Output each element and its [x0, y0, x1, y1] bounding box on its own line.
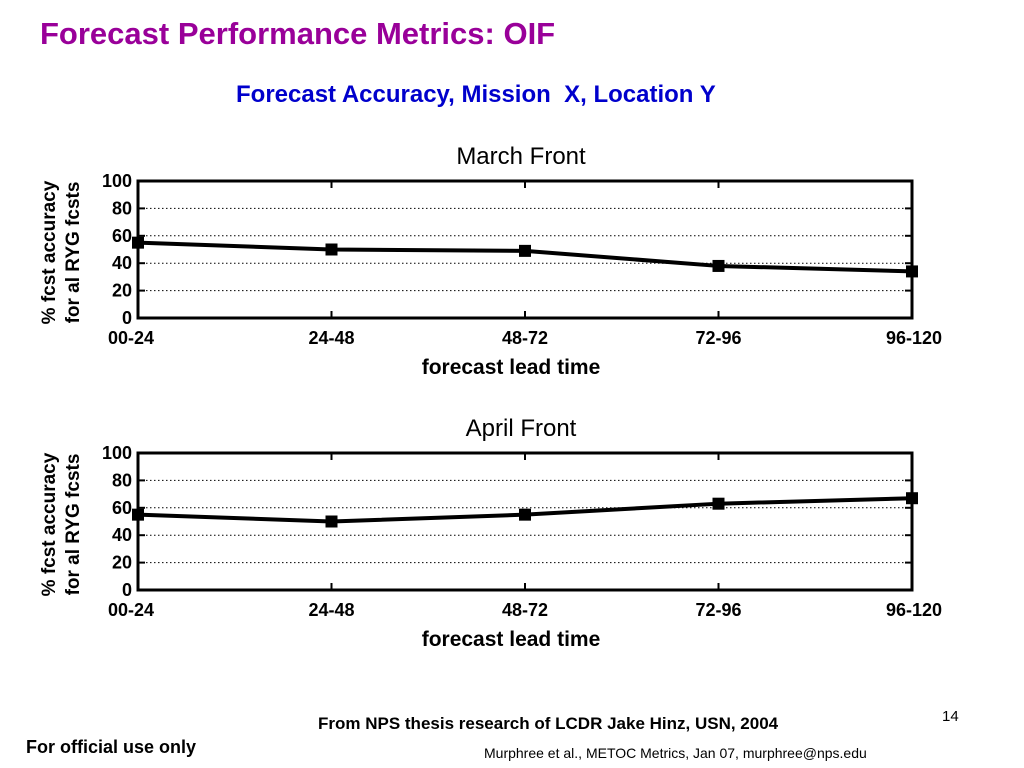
plot-frame: [136, 451, 914, 592]
x-tick-label: 48-72: [502, 328, 548, 348]
x-tick-label: 72-96: [695, 600, 741, 620]
y-tick-label: 40: [112, 253, 132, 273]
y-tick-label: 20: [112, 553, 132, 573]
y-tick-label: 20: [112, 281, 132, 301]
x-axis-label: forecast lead time: [422, 628, 601, 651]
y-axis-label: for al RYG fcsts: [63, 454, 84, 596]
y-tick-label: 100: [102, 443, 132, 463]
x-tick-label: 24-48: [308, 328, 354, 348]
x-tick-label: 72-96: [695, 328, 741, 348]
y-tick-label: 60: [112, 226, 132, 246]
slide-subtitle: Forecast Accuracy, Mission X, Location Y: [236, 81, 716, 108]
page-number: 14: [942, 708, 959, 725]
x-tick-label: 00-24: [108, 600, 154, 620]
data-point-marker: [906, 492, 918, 505]
data-point-marker: [325, 243, 338, 256]
y-axis-label: % fcst accuracy: [39, 180, 60, 324]
y-axis-label: for al RYG fcsts: [63, 182, 84, 324]
x-tick-label: 24-48: [308, 600, 354, 620]
thesis-credit: From NPS thesis research of LCDR Jake Hi…: [318, 714, 779, 733]
data-point-marker: [132, 236, 144, 249]
data-point-marker: [906, 265, 918, 278]
data-point-marker: [132, 508, 144, 521]
data-point-marker: [325, 515, 338, 528]
x-axis-label: forecast lead time: [422, 356, 601, 379]
y-tick-label: 0: [122, 308, 132, 328]
y-tick-label: 60: [112, 498, 132, 518]
march-front-chart: March Front 0 20 40 60 80 100 00-24 24-48 48-72 72…: [39, 143, 942, 379]
april-front-chart: April Front 0 20 40 60 80 100 00-24 24-48 48-72 72…: [39, 415, 942, 651]
y-tick-label: 0: [122, 580, 132, 600]
x-tick-label: 96-120: [886, 328, 942, 348]
chart-title: April Front: [466, 415, 577, 442]
y-axis-label: % fcst accuracy: [39, 452, 60, 596]
y-tick-label: 80: [112, 198, 132, 218]
y-tick-label: 40: [112, 525, 132, 545]
data-point-marker: [519, 508, 531, 521]
author-footer: Murphree et al., METOC Metrics, Jan 07, …: [484, 745, 867, 761]
x-tick-label: 48-72: [502, 600, 548, 620]
chart-title: March Front: [456, 143, 586, 170]
data-point-marker: [712, 497, 725, 510]
x-tick-label: 96-120: [886, 600, 942, 620]
slide-title: Forecast Performance Metrics: OIF: [40, 16, 556, 51]
y-tick-label: 80: [112, 470, 132, 490]
y-tick-label: 100: [102, 171, 132, 191]
classification-footer: For official use only: [26, 737, 197, 757]
data-point-marker: [712, 259, 725, 272]
data-point-marker: [519, 244, 531, 257]
x-tick-label: 00-24: [108, 328, 154, 348]
